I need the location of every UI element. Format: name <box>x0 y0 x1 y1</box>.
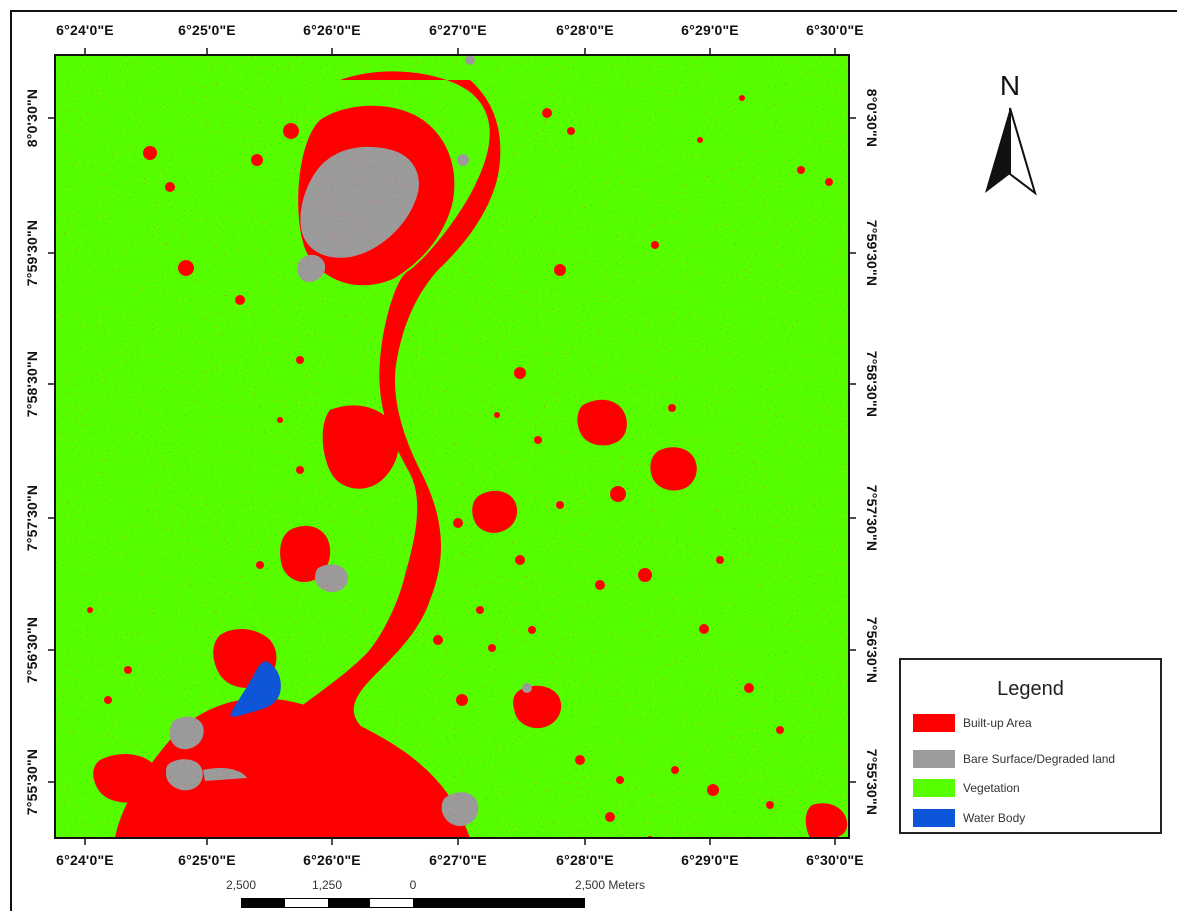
scale-segment-1 <box>242 899 285 907</box>
scale-label-zero: 0 <box>409 878 417 892</box>
bottom-tick-label-1: 6°24'0"E <box>56 852 114 868</box>
right-tick-label-2: 7°59'30"N <box>864 219 880 287</box>
legend-item-built-up: Built-up Area <box>913 714 1032 732</box>
scale-segment-4 <box>370 899 413 907</box>
right-tick-label-4: 7°57'30"N <box>864 484 880 552</box>
bare-surface-layer <box>166 55 532 827</box>
left-tick-label-3: 7°58'30"N <box>24 350 40 418</box>
legend-label-built-up: Built-up Area <box>963 716 1032 730</box>
legend-title: Legend <box>997 678 1064 700</box>
legend-item-bare-surface: Bare Surface/Degraded land <box>913 750 1115 768</box>
left-tick-label-6: 7°55'30"N <box>24 748 40 816</box>
legend-swatch-vegetation <box>913 779 955 797</box>
legend-box: Legend Built-up Area Bare Surface/Degrad… <box>899 658 1162 834</box>
scale-segment-2 <box>284 899 328 907</box>
legend-item-vegetation: Vegetation <box>913 779 1020 797</box>
page-frame-top <box>10 10 1177 12</box>
top-tick-label-7: 6°30'0"E <box>806 22 864 38</box>
right-tick-label-3: 7°58'30"N <box>864 350 880 418</box>
left-tick-label-5: 7°56'30"N <box>24 616 40 684</box>
scale-bar <box>241 898 585 908</box>
bottom-tick-label-5: 6°28'0"E <box>556 852 614 868</box>
top-tick-label-2: 6°25'0"E <box>178 22 236 38</box>
left-tick-label-1: 8°0'30"N <box>24 88 40 148</box>
north-arrow: N <box>975 70 1045 200</box>
top-tick-label-6: 6°29'0"E <box>681 22 739 38</box>
legend-item-water: Water Body <box>913 809 1025 827</box>
page-frame-left <box>10 10 12 911</box>
bottom-tick-marks <box>84 838 836 845</box>
scale-label-right: 2,500 Meters <box>574 878 646 892</box>
legend-swatch-built-up <box>913 714 955 732</box>
bottom-tick-label-7: 6°30'0"E <box>806 852 864 868</box>
water-body-layer <box>230 661 281 717</box>
north-arrow-icon <box>985 107 1037 196</box>
bottom-tick-label-3: 6°26'0"E <box>303 852 361 868</box>
legend-swatch-bare-surface <box>913 750 955 768</box>
legend-label-bare-surface: Bare Surface/Degraded land <box>963 752 1116 766</box>
top-tick-label-3: 6°26'0"E <box>303 22 361 38</box>
left-tick-label-2: 7°59'30"N <box>24 219 40 287</box>
legend-label-water: Water Body <box>963 811 1026 825</box>
north-label: N <box>999 70 1021 101</box>
bottom-tick-label-2: 6°25'0"E <box>178 852 236 868</box>
right-tick-label-5: 7°56'30"N <box>864 616 880 684</box>
bottom-tick-label-6: 6°29'0"E <box>681 852 739 868</box>
scale-label-mid-left: 1,250 <box>311 878 343 892</box>
top-tick-label-5: 6°28'0"E <box>556 22 614 38</box>
left-tick-label-4: 7°57'30"N <box>24 484 40 552</box>
left-tick-marks <box>48 117 55 783</box>
right-tick-label-1: 8°0'30"N <box>864 88 880 148</box>
legend-label-vegetation: Vegetation <box>963 781 1020 795</box>
top-tick-label-1: 6°24'0"E <box>56 22 114 38</box>
bottom-tick-label-4: 6°27'0"E <box>429 852 487 868</box>
scale-segment-3 <box>327 899 371 907</box>
scale-label-left: 2,500 <box>225 878 257 892</box>
top-tick-label-4: 6°27'0"E <box>429 22 487 38</box>
scale-segment-5 <box>413 899 584 907</box>
right-tick-marks <box>849 117 856 783</box>
top-tick-marks <box>84 48 836 55</box>
legend-swatch-water <box>913 809 955 827</box>
right-tick-label-6: 7°55'30"N <box>864 748 880 816</box>
map-neatline <box>54 54 850 839</box>
